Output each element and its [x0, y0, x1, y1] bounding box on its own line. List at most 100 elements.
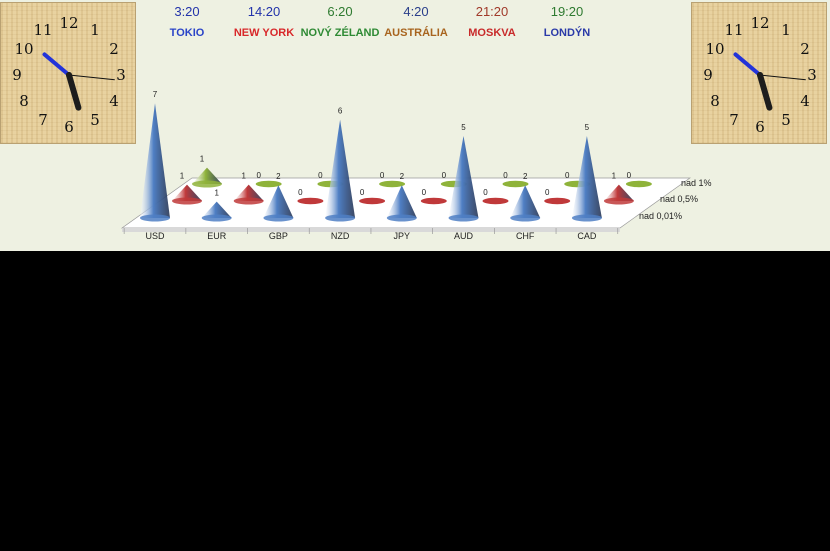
data-label: 2: [523, 172, 528, 181]
data-label: 0: [503, 171, 508, 180]
clock-number: 3: [116, 66, 126, 84]
cone-base: [192, 180, 222, 188]
data-label: 0: [318, 171, 323, 180]
cone-base: [448, 214, 479, 222]
zone-city: LONDÝN: [543, 27, 591, 39]
data-label: 7: [153, 90, 158, 99]
clock-pivot: [757, 72, 763, 78]
zone-novy-zeland: 6:20 NOVÝ ZÉLAND: [295, 4, 385, 40]
clock-number: 1: [90, 21, 100, 39]
cone-base: [510, 214, 541, 222]
zero-disc-nzd-nad-1-: [379, 180, 406, 188]
right-analog-clock: 12 1 2 3 4 5 6 7 8 9 10 11: [691, 2, 827, 144]
series-depth-label: nad 1%: [681, 178, 712, 188]
data-label: 0: [298, 188, 303, 197]
cone-cad-nad-0-5-: [603, 184, 634, 201]
clock-number: 12: [59, 14, 78, 32]
data-label: 5: [461, 123, 466, 132]
cone-jpy-nad-0-01-: [386, 185, 417, 218]
cone-usd-nad-0-01-: [140, 103, 170, 218]
data-label: 0: [360, 188, 365, 197]
cone-gbp-nad-0-01-: [263, 185, 294, 218]
clock-number: 9: [12, 66, 22, 84]
cone-cad-nad-0-01-: [571, 136, 602, 218]
data-label: 5: [585, 123, 590, 132]
clock-number: 7: [729, 111, 739, 129]
clock-number: 11: [33, 21, 52, 39]
zero-disc-cad-nad-1-: [625, 180, 652, 188]
second-hand: [68, 74, 115, 81]
data-label: 0: [442, 171, 447, 180]
cone-base: [172, 197, 202, 205]
data-label: 0: [380, 171, 385, 180]
cone-base: [571, 214, 602, 222]
zone-city: NEW YORK: [233, 27, 295, 39]
clock-number: 10: [14, 40, 33, 58]
x-tick-label: NZD: [331, 231, 350, 241]
x-tick-label: CHF: [516, 231, 535, 241]
clock-number: 1: [781, 21, 791, 39]
zero-disc-aud-nad-0-5-: [482, 197, 509, 205]
zone-australia: 4:20 AUSTRÁLIA: [371, 4, 461, 40]
minute-hand: [733, 52, 762, 77]
clock-number: 4: [800, 92, 810, 110]
zero-disc-gbp-nad-0-5-: [297, 197, 324, 205]
zone-time: 21:20: [475, 4, 509, 19]
series-depth-label: nad 0,01%: [639, 211, 682, 221]
cone-chf-nad-0-01-: [510, 185, 541, 218]
zero-disc-eur-nad-1-: [255, 180, 282, 188]
zone-time: 6:20: [327, 4, 353, 19]
cone-usd-nad-1-: [192, 167, 222, 184]
x-tick-label: CAD: [577, 231, 597, 241]
clock-number: 2: [109, 40, 119, 58]
data-label: 2: [400, 172, 405, 181]
clock-number: 8: [710, 92, 720, 110]
clock-number: 2: [800, 40, 810, 58]
zone-time: 4:20: [403, 4, 429, 19]
data-label: 6: [338, 107, 343, 116]
zero-disc-chf-nad-0-5-: [544, 197, 571, 205]
clock-number: 5: [781, 111, 791, 129]
zone-city: MOSKVA: [468, 27, 516, 39]
clock-number: 8: [19, 92, 29, 110]
x-tick-label: AUD: [454, 231, 474, 241]
second-hand: [759, 74, 806, 81]
x-tick-label: EUR: [207, 231, 227, 241]
hour-hand: [66, 72, 82, 111]
cone-base: [325, 214, 356, 222]
data-label: 2: [276, 172, 281, 181]
clock-number: 6: [64, 118, 74, 136]
currency-cone-chart: 1 0 0 0 0 0 0 0 1 1 0 0 0 0 0 1 7 1 2 6 2 5 2 5 USD EUR GBP NZD JPY…: [120, 90, 712, 241]
zone-new-york: 14:20 NEW YORK: [219, 4, 309, 40]
data-label: 0: [256, 171, 261, 180]
left-analog-clock: 12 1 2 3 4 5 6 7 8 9 10 11: [0, 2, 136, 144]
cone-base: [233, 197, 264, 205]
series-depth-label: nad 0,5%: [660, 194, 698, 204]
cone-base: [603, 197, 634, 205]
zone-time: 19:20: [550, 4, 584, 19]
cone-aud-nad-0-01-: [448, 136, 479, 218]
zone-city: TOKIO: [169, 27, 205, 39]
clock-number: 4: [109, 92, 119, 110]
cone-eur-nad-0-01-: [201, 201, 232, 218]
zero-disc-nzd-nad-0-5-: [359, 197, 386, 205]
clock-number: 9: [703, 66, 713, 84]
zone-time: 14:20: [247, 4, 281, 19]
zone-londyn: 19:20 LONDÝN: [522, 4, 612, 40]
cone-base: [263, 214, 294, 222]
data-label: 0: [483, 188, 488, 197]
data-label: 0: [627, 171, 632, 180]
data-label: 0: [565, 171, 570, 180]
clock-number: 6: [755, 118, 765, 136]
clock-number: 12: [750, 14, 769, 32]
zone-city: NOVÝ ZÉLAND: [300, 27, 380, 39]
cone-base: [386, 214, 417, 222]
zone-city: AUSTRÁLIA: [384, 27, 448, 39]
world-time-zones: 3:20 TOKIO 14:20 NEW YORK 6:20 NOVÝ ZÉLA…: [150, 0, 680, 48]
clock-number: 3: [807, 66, 817, 84]
hour-hand: [757, 72, 773, 111]
zero-disc-aud-nad-1-: [502, 180, 529, 188]
data-label: 0: [422, 188, 427, 197]
